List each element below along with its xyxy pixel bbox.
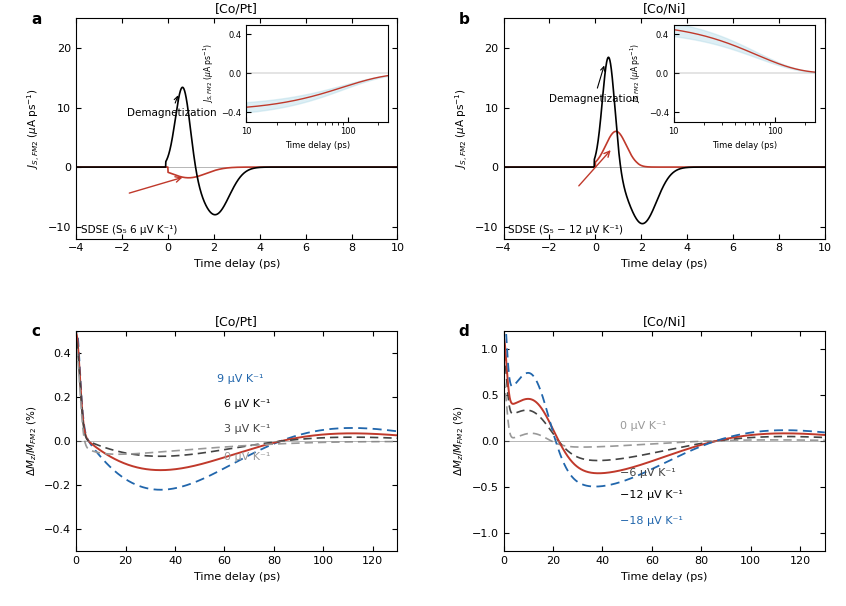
X-axis label: Time delay (ps): Time delay (ps) — [621, 572, 707, 582]
X-axis label: Time delay (ps): Time delay (ps) — [621, 259, 707, 269]
Text: 9 μV K⁻¹: 9 μV K⁻¹ — [217, 374, 264, 384]
Y-axis label: $J_{S,FM2}$ ($\mu$A ps$^{-1}$): $J_{S,FM2}$ ($\mu$A ps$^{-1}$) — [453, 88, 470, 169]
Text: −12 μV K⁻¹: −12 μV K⁻¹ — [619, 490, 683, 500]
Y-axis label: $\Delta M_z/M_{FM2}$ (%): $\Delta M_z/M_{FM2}$ (%) — [453, 406, 466, 476]
Title: [Co/Ni]: [Co/Ni] — [642, 316, 686, 328]
Text: −18 μV K⁻¹: −18 μV K⁻¹ — [619, 516, 683, 526]
Y-axis label: $\Delta M_z/M_{FM2}$ (%): $\Delta M_z/M_{FM2}$ (%) — [25, 406, 39, 476]
Title: [Co/Pt]: [Co/Pt] — [216, 2, 258, 16]
Text: SDSE (S₅ 6 μV K⁻¹): SDSE (S₅ 6 μV K⁻¹) — [80, 225, 177, 235]
Text: Demagnetization: Demagnetization — [127, 96, 217, 118]
Text: Demagnetization: Demagnetization — [549, 67, 639, 104]
Text: b: b — [459, 12, 470, 27]
Text: d: d — [459, 324, 470, 339]
Title: [Co/Pt]: [Co/Pt] — [216, 316, 258, 328]
Text: a: a — [31, 12, 41, 27]
Title: [Co/Ni]: [Co/Ni] — [642, 2, 686, 16]
X-axis label: Time delay (ps): Time delay (ps) — [194, 572, 280, 582]
Text: 0 μV K⁻¹: 0 μV K⁻¹ — [619, 421, 666, 431]
X-axis label: Time delay (ps): Time delay (ps) — [194, 259, 280, 269]
Text: c: c — [31, 324, 40, 339]
Text: 0 μV K⁻¹: 0 μV K⁻¹ — [224, 452, 271, 462]
Y-axis label: $J_{S,FM2}$ ($\mu$A ps$^{-1}$): $J_{S,FM2}$ ($\mu$A ps$^{-1}$) — [25, 88, 42, 169]
Text: −6 μV K⁻¹: −6 μV K⁻¹ — [619, 468, 675, 478]
Text: 6 μV K⁻¹: 6 μV K⁻¹ — [224, 399, 271, 409]
Text: SDSE (S₅ − 12 μV K⁻¹): SDSE (S₅ − 12 μV K⁻¹) — [508, 225, 624, 235]
Text: 3 μV K⁻¹: 3 μV K⁻¹ — [224, 424, 271, 435]
